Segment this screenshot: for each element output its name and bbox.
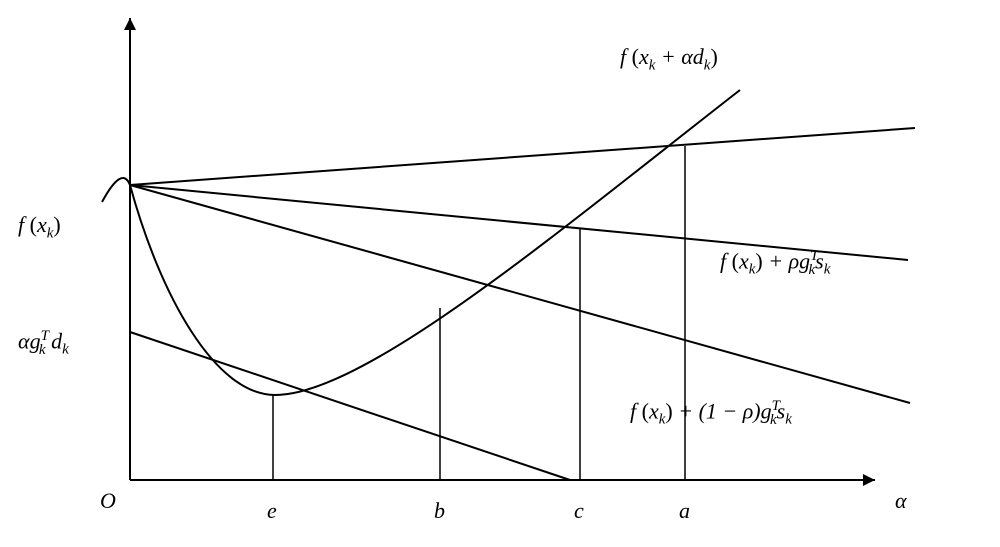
diagram-canvas bbox=[0, 0, 1000, 547]
rho-line-label: f (xk) + ρgTksk bbox=[720, 248, 830, 279]
x-axis-label: α bbox=[895, 488, 907, 514]
y-label-fxk: f (xk) bbox=[18, 212, 61, 242]
origin-label: O bbox=[100, 488, 116, 514]
tick-a: a bbox=[679, 498, 690, 524]
one-minus-rho-line-label: f (xk) + (1 − ρ)gTksk bbox=[630, 398, 792, 429]
tick-b: b bbox=[434, 498, 445, 524]
tick-c: c bbox=[574, 498, 584, 524]
curve-label: f (xk + αdk) bbox=[620, 44, 718, 74]
tick-e: e bbox=[267, 498, 277, 524]
y-label-alpha-gd: αgTk dk bbox=[18, 328, 69, 359]
